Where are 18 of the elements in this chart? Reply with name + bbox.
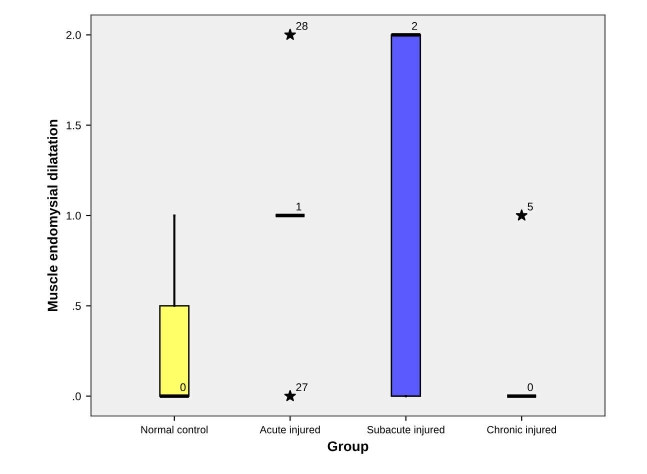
annotation: 0 — [180, 383, 186, 392]
y-tick-label: 2.0 — [66, 31, 81, 40]
x-axis-title: Group — [328, 441, 368, 454]
annotation: 0 — [528, 383, 533, 392]
y-tick-label: .5 — [73, 302, 81, 310]
y-tick-label: .0 — [73, 392, 81, 400]
x-tick-label: Acute injured — [260, 426, 320, 436]
annotation: 2 — [412, 22, 418, 30]
x-tick-label: Normal control — [141, 426, 208, 434]
annotation: 5 — [528, 202, 533, 211]
x-tick-label: Chronic injured — [487, 426, 556, 436]
annotation: 27 — [296, 383, 308, 392]
y-axis-title: Muscle endomysial dilatation — [47, 120, 60, 312]
y-tick-label: 1.0 — [66, 212, 81, 220]
annotation: 28 — [296, 22, 308, 30]
y-tick-label: 1.5 — [66, 122, 81, 130]
annotation: 1 — [296, 202, 302, 210]
x-tick-label: Subacute injured — [367, 426, 444, 436]
